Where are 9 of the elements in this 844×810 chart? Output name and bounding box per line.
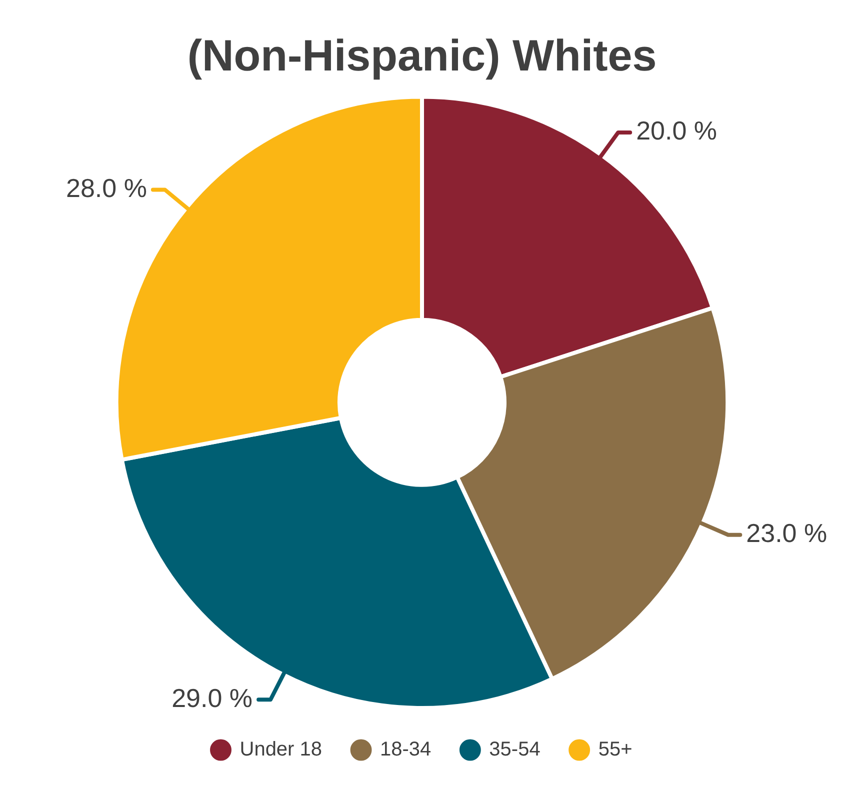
data-label: 29.0 % bbox=[172, 682, 253, 713]
legend-label: 55+ bbox=[598, 738, 632, 761]
data-label: 23.0 % bbox=[746, 518, 828, 548]
chart-title: (Non-Hispanic) Whites bbox=[187, 32, 657, 81]
data-label: 20.0 % bbox=[636, 116, 718, 146]
legend-label: 18-34 bbox=[380, 738, 432, 761]
legend-label: Under 18 bbox=[240, 738, 322, 761]
legend-label: 35-54 bbox=[489, 738, 540, 761]
data-label: 28.0 % bbox=[66, 172, 147, 203]
